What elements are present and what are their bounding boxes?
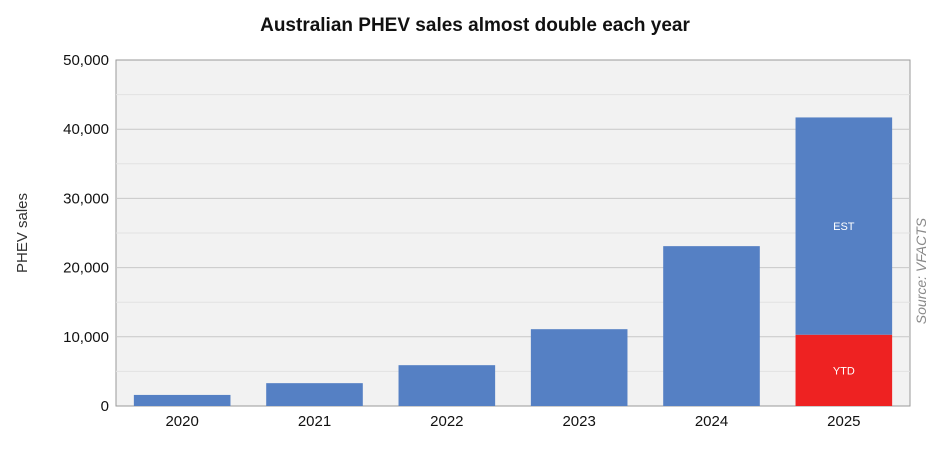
x-tick-label: 2020 (165, 413, 198, 430)
x-tick-label: 2023 (562, 413, 595, 430)
y-tick-label: 0 (101, 398, 109, 415)
y-tick-label: 10,000 (63, 329, 109, 346)
y-tick-label: 30,000 (63, 190, 109, 207)
est-label: EST (833, 221, 855, 233)
bar (398, 365, 496, 406)
source-note: Source: VFACTS (913, 217, 929, 324)
bar (663, 246, 760, 406)
x-axis: 2020 2021 2022 2023 2024 2025 (165, 413, 860, 430)
y-axis-label: PHEV sales (14, 193, 31, 273)
x-tick-label: 2025 (827, 413, 860, 430)
y-axis: 0 10,000 20,000 30,000 40,000 50,000 (63, 52, 109, 415)
bars: YTD EST (133, 117, 893, 406)
x-tick-label: 2024 (695, 413, 728, 430)
bar-segment-ytd (795, 334, 893, 406)
gridlines (116, 94, 910, 372)
bar-segment-est (795, 117, 893, 335)
y-tick-label: 40,000 (63, 121, 109, 138)
ytd-label: YTD (833, 365, 855, 377)
chart-title: Australian PHEV sales almost double each… (260, 15, 690, 36)
bar (530, 329, 628, 406)
y-tick-label: 50,000 (63, 52, 109, 69)
x-tick-label: 2022 (430, 413, 463, 430)
y-tick-label: 20,000 (63, 260, 109, 277)
bar (266, 383, 363, 406)
bar (133, 394, 231, 406)
x-tick-label: 2021 (298, 413, 331, 430)
